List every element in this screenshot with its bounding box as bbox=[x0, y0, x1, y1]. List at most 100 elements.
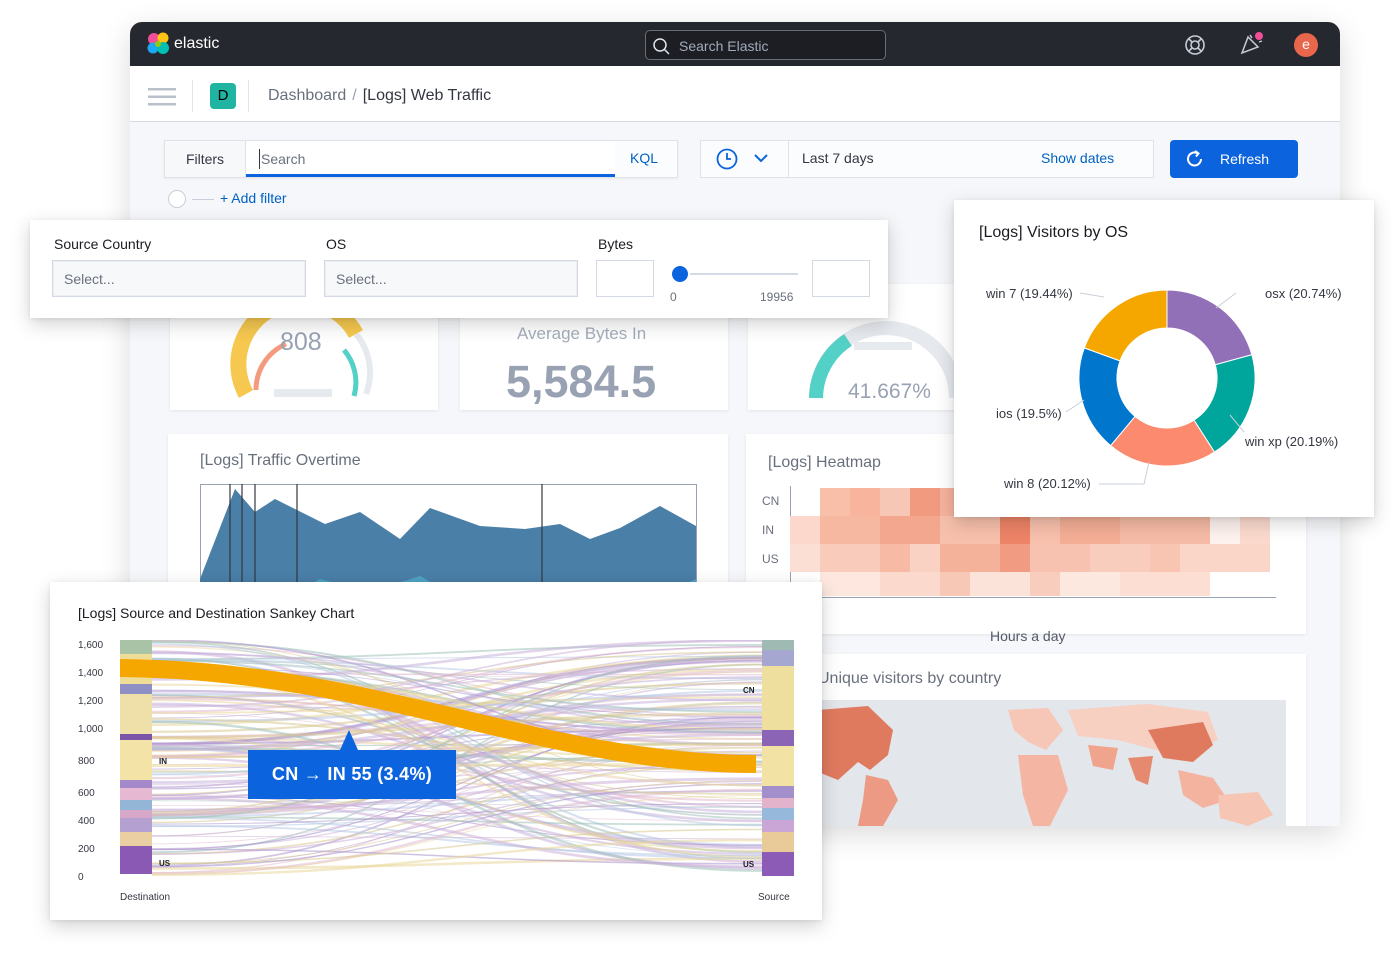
breadcrumb-dashboard-link[interactable]: Dashboard bbox=[268, 87, 347, 104]
map-panel: Unique visitors by country bbox=[746, 654, 1306, 826]
bytes-label: Bytes bbox=[598, 236, 634, 252]
sankey-flow bbox=[151, 839, 763, 876]
source-country-select[interactable]: Select... bbox=[52, 260, 306, 297]
chevron-down-icon bbox=[754, 154, 768, 163]
os-select[interactable]: Select... bbox=[324, 260, 578, 297]
query-bar: Filters KQL bbox=[164, 140, 678, 178]
gauge-value: 808 bbox=[280, 328, 322, 356]
sankey-flow bbox=[151, 655, 763, 661]
sankey-flow bbox=[151, 780, 763, 865]
sankey-flow bbox=[151, 654, 763, 820]
y-tick-label: 1,000 bbox=[78, 724, 104, 735]
add-filter-link[interactable]: + Add filter bbox=[220, 190, 287, 206]
gauge-chart bbox=[809, 321, 963, 399]
bytes-slider-max: 19956 bbox=[760, 290, 794, 304]
os-slice-label: ios (19.5%) bbox=[996, 406, 1062, 421]
sankey-flow bbox=[151, 699, 763, 787]
user-avatar[interactable]: e bbox=[1294, 33, 1318, 57]
kibana-window: elastic e bbox=[130, 22, 1340, 826]
sankey-panel: [Logs] Source and Destination Sankey Cha… bbox=[50, 582, 822, 920]
panel-title: [Logs] Heatmap bbox=[768, 454, 881, 471]
bytes-max-input[interactable] bbox=[812, 260, 870, 297]
sankey-flow bbox=[151, 817, 763, 860]
visitors-by-os-panel: [Logs] Visitors by OS win 7 (19.44%) osx… bbox=[954, 200, 1374, 517]
brand-name[interactable]: elastic bbox=[174, 35, 220, 52]
search-icon bbox=[653, 38, 670, 55]
sankey-flow bbox=[151, 783, 763, 868]
date-range-text[interactable]: Last 7 days bbox=[802, 150, 874, 166]
y-tick-label: 800 bbox=[78, 756, 95, 767]
os-donut-chart bbox=[1065, 289, 1256, 485]
panel-title: Unique visitors by country bbox=[818, 670, 1002, 687]
refresh-label: Refresh bbox=[1220, 151, 1270, 167]
quick-date-menu[interactable] bbox=[701, 141, 789, 177]
sankey-flow bbox=[151, 668, 763, 699]
sankey-flow bbox=[151, 804, 763, 822]
filter-toggle[interactable] bbox=[168, 190, 186, 208]
heatmap-row-label: US bbox=[762, 552, 779, 566]
y-tick-label: 0 bbox=[78, 872, 84, 883]
sankey-flow bbox=[151, 646, 763, 719]
sankey-left-axis-label: Destination bbox=[120, 892, 171, 903]
elastic-logo-icon[interactable] bbox=[146, 32, 172, 56]
y-tick-label: 400 bbox=[78, 816, 95, 827]
input-controls-panel: Source Country Select... OS Select... By… bbox=[30, 220, 888, 318]
source-country-label: Source Country bbox=[54, 236, 152, 252]
sankey-flow bbox=[151, 652, 763, 702]
bytes-slider-min: 0 bbox=[670, 290, 677, 304]
bytes-range-slider[interactable] bbox=[666, 264, 800, 284]
global-search-input[interactable] bbox=[679, 36, 879, 56]
help-icon[interactable] bbox=[1184, 34, 1206, 56]
query-search-field[interactable] bbox=[246, 141, 615, 177]
world-map bbox=[818, 700, 1286, 826]
space-avatar[interactable]: D bbox=[210, 83, 236, 109]
divider bbox=[192, 80, 193, 112]
clock-icon bbox=[716, 148, 738, 170]
sankey-flow bbox=[151, 803, 763, 825]
os-slice-label: win 8 (20.12%) bbox=[1004, 476, 1091, 491]
metric-value: 5,584.5 bbox=[506, 356, 657, 407]
breadcrumb-bar: D Dashboard / [Logs] Web Traffic bbox=[130, 66, 1340, 122]
newsfeed-icon[interactable] bbox=[1239, 32, 1267, 56]
sankey-flow bbox=[151, 796, 763, 869]
heatmap-row-label: IN bbox=[762, 523, 774, 537]
breadcrumb-separator: / bbox=[352, 87, 357, 104]
gauge-value: 41.667% bbox=[848, 380, 931, 403]
y-tick-label: 1,600 bbox=[78, 640, 104, 651]
global-search[interactable] bbox=[645, 30, 886, 60]
panel-title: [Logs] Visitors by OS bbox=[979, 224, 1129, 241]
hamburger-menu-icon[interactable] bbox=[148, 87, 176, 107]
heatmap-x-axis-label: Hours a day bbox=[990, 628, 1066, 644]
sankey-node-label: US bbox=[743, 860, 755, 869]
sankey-node-label: CN bbox=[743, 686, 755, 695]
os-slice-0[interactable] bbox=[1166, 289, 1253, 366]
sankey-flow bbox=[151, 806, 763, 828]
sankey-flow bbox=[151, 795, 763, 875]
sankey-flow bbox=[151, 643, 763, 827]
os-label: OS bbox=[326, 236, 347, 252]
heatmap-row-label: CN bbox=[762, 494, 780, 508]
sankey-flow bbox=[151, 800, 763, 808]
show-dates-link[interactable]: Show dates bbox=[1041, 150, 1115, 166]
y-tick-label: 1,400 bbox=[78, 668, 104, 679]
breadcrumb: Dashboard / [Logs] Web Traffic bbox=[268, 87, 491, 105]
y-tick-label: 1,200 bbox=[78, 696, 104, 707]
y-tick-label: 200 bbox=[78, 844, 95, 855]
os-slice-4[interactable] bbox=[1083, 289, 1168, 362]
sankey-flow bbox=[151, 644, 763, 718]
panel-title: [Logs] Source and Destination Sankey Cha… bbox=[78, 605, 355, 621]
breadcrumb-current: [Logs] Web Traffic bbox=[362, 87, 492, 104]
sankey-node-label: US bbox=[159, 859, 171, 868]
refresh-button[interactable]: Refresh bbox=[1170, 140, 1298, 178]
metric-label: Average Bytes In bbox=[517, 324, 647, 343]
sankey-node-label: IN bbox=[159, 757, 167, 766]
os-slice-label: win 7 (19.44%) bbox=[986, 286, 1073, 301]
kql-toggle-button[interactable]: KQL bbox=[630, 150, 659, 166]
bytes-min-input[interactable] bbox=[596, 260, 654, 297]
filters-button[interactable]: Filters bbox=[165, 141, 246, 177]
query-input[interactable] bbox=[259, 149, 599, 169]
os-slice-label: osx (20.74%) bbox=[1265, 286, 1342, 301]
refresh-icon bbox=[1187, 150, 1202, 167]
divider bbox=[248, 80, 249, 112]
top-navigation-bar: elastic e bbox=[130, 22, 1340, 66]
